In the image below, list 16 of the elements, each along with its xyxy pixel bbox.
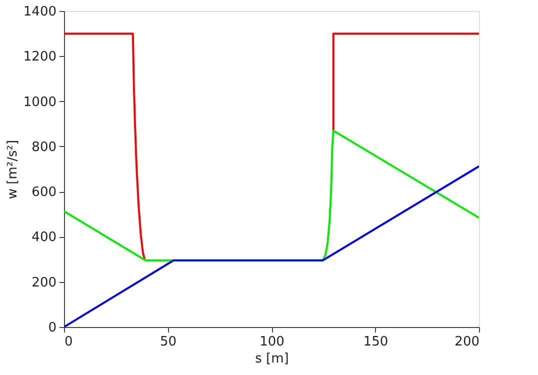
y-tick-label: 200 [32,275,56,290]
y-tick-label: 400 [32,230,56,246]
x-tick-label: 150 [363,334,388,350]
x-tick-label: 50 [160,334,177,350]
y-tick-label: 1200 [23,50,56,65]
y-axis-title: w [m²/s²] [5,140,20,200]
y-tick-label: 1400 [23,4,56,20]
x-axis-title: s [m] [255,352,289,366]
line-series [64,32,146,262]
y-tick-label: 600 [32,185,56,200]
y-tick-label: 0 [48,320,56,336]
x-tick-label: 200 [454,334,480,350]
x-tick-label: 100 [260,334,284,350]
x-tick-label: 0 [64,334,73,350]
y-tick-label: 800 [32,140,56,155]
y-tick-label: 1000 [23,94,56,110]
